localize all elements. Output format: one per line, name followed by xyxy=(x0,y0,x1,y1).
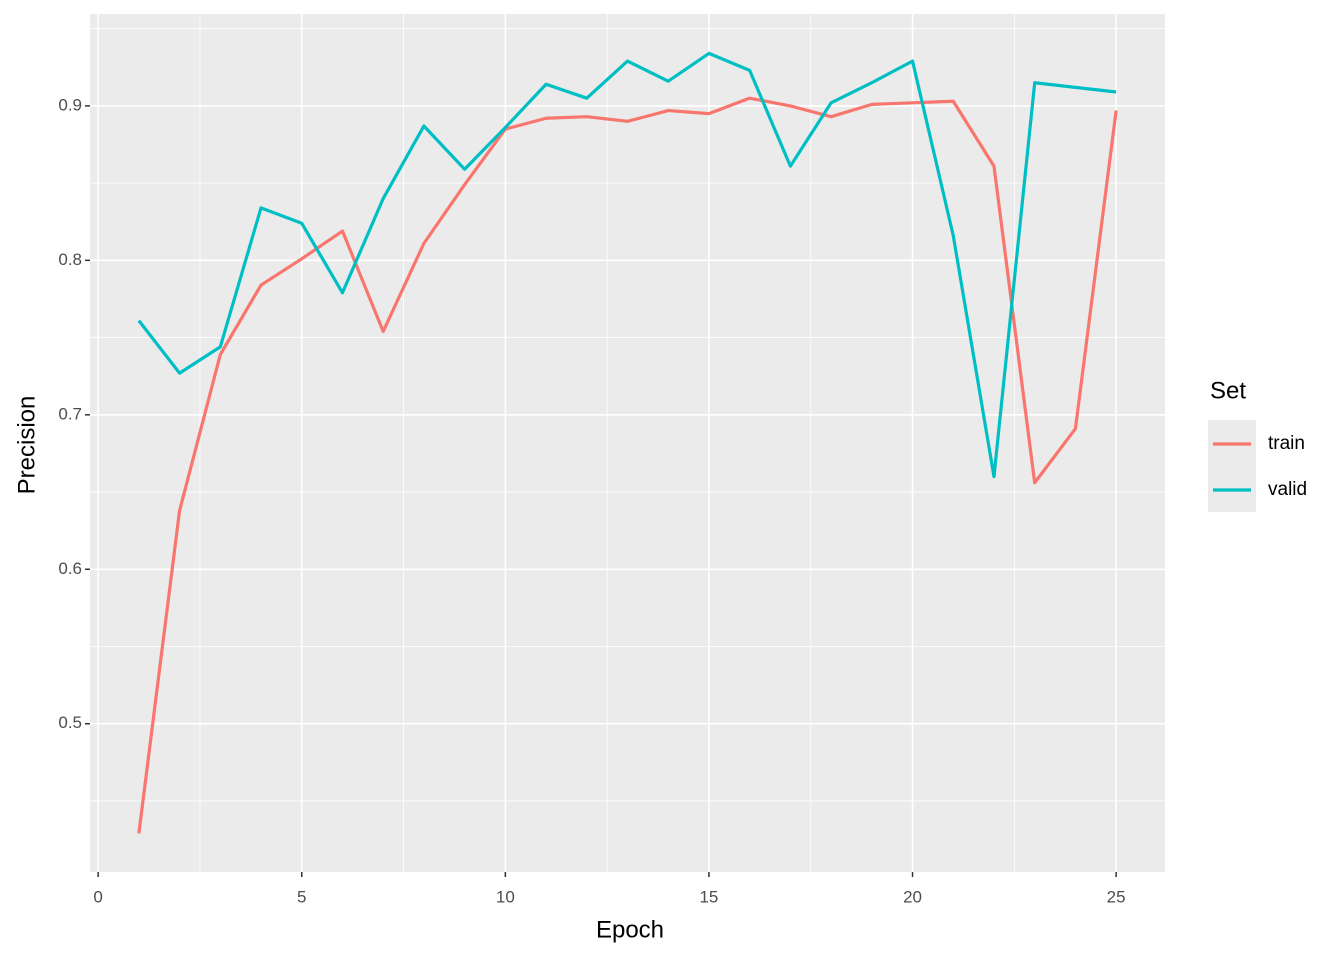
line-series xyxy=(137,96,1118,834)
y-axis-title: Precision xyxy=(13,396,40,495)
y-tick-label: 0.6 xyxy=(58,559,82,578)
y-tick-label: 0.5 xyxy=(58,713,82,732)
x-axis-title: Epoch xyxy=(596,916,664,943)
lines xyxy=(137,51,1118,834)
panel xyxy=(90,14,1165,872)
x-tick-label: 25 xyxy=(1107,887,1126,906)
x-tick-label: 0 xyxy=(93,887,102,906)
x-tick-label: 15 xyxy=(699,887,718,906)
x-tick-label: 5 xyxy=(297,887,306,906)
grid xyxy=(90,14,1165,872)
x-tick-label: 20 xyxy=(903,887,922,906)
legend-label: valid xyxy=(1268,479,1307,500)
axes: 0 5 10 15 20 25 0.5 0.6 0.7 0.8 0.9 xyxy=(58,95,1125,906)
legend-key-background xyxy=(1208,420,1256,512)
line-series xyxy=(137,51,1117,479)
x-tick-label: 10 xyxy=(496,887,515,906)
legend: train valid xyxy=(1208,420,1307,512)
y-tick-label: 0.7 xyxy=(58,404,82,423)
y-tick-label: 0.9 xyxy=(58,95,82,114)
legend-title: Set xyxy=(1210,377,1246,404)
legend-label: train xyxy=(1268,433,1305,454)
y-tick-label: 0.8 xyxy=(58,250,82,269)
